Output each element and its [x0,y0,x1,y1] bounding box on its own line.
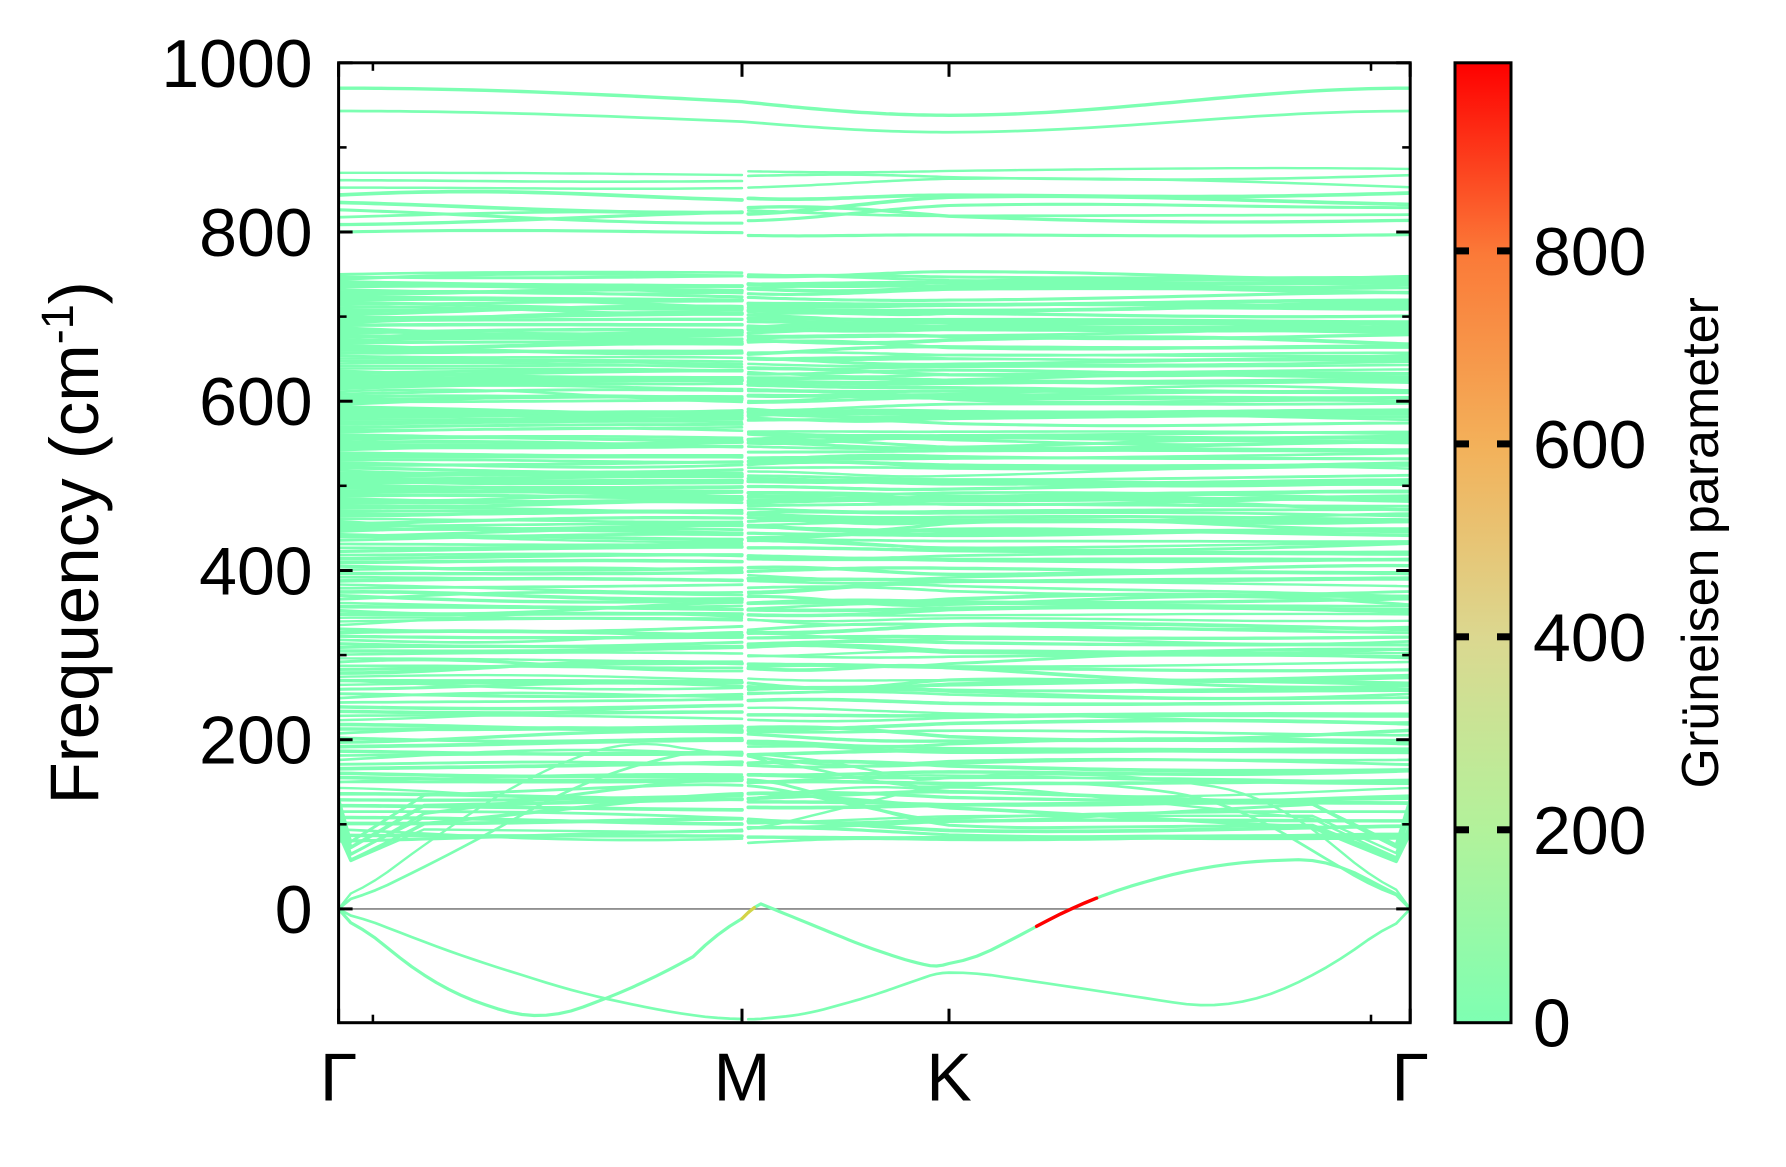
svg-text:200: 200 [199,703,312,779]
svg-text:400: 400 [199,534,312,610]
svg-text:0: 0 [275,872,313,948]
svg-text:Frequency (cm-1): Frequency (cm-1) [32,281,114,804]
svg-text:600: 600 [199,364,312,440]
svg-text:M: M [714,1040,771,1116]
svg-text:Γ: Γ [320,1040,357,1116]
svg-text:400: 400 [1533,600,1646,676]
svg-text:600: 600 [1533,407,1646,483]
svg-text:0: 0 [1533,986,1571,1062]
svg-text:800: 800 [199,195,312,271]
svg-text:Grüneisen parameter: Grüneisen parameter [1672,297,1730,788]
svg-text:K: K [926,1040,971,1116]
svg-text:200: 200 [1533,793,1646,869]
svg-text:800: 800 [1533,214,1646,290]
svg-text:1000: 1000 [161,26,312,102]
svg-text:Γ: Γ [1391,1040,1428,1116]
